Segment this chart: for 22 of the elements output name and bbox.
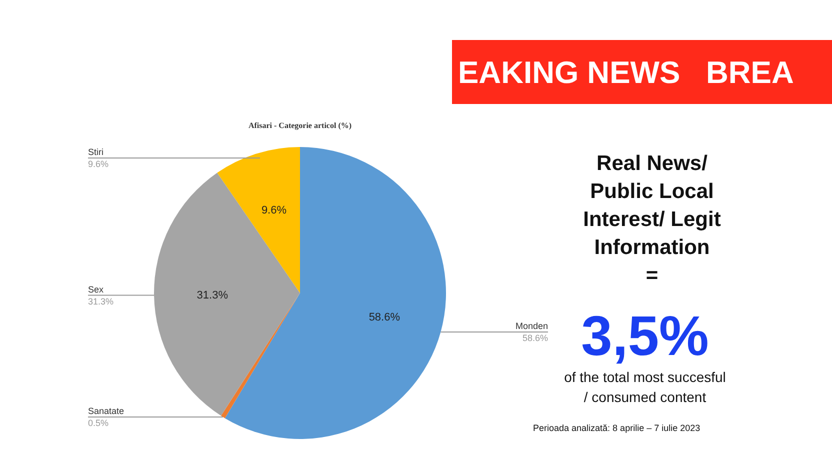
text: 31.3% (196, 289, 228, 302)
text: Real News/ (596, 152, 708, 175)
text: 58.6% (368, 311, 400, 324)
text: = (646, 264, 658, 287)
text: 3,5% (581, 304, 709, 367)
data-label: 31.3% (88, 296, 114, 306)
text: Interest/ Legit (583, 208, 721, 231)
slice-label: Stiri (88, 147, 104, 157)
text: 9.6% (261, 204, 287, 216)
slice-label: Monden (515, 320, 548, 331)
text: / consumed content (584, 389, 706, 405)
text: Public Local (590, 180, 714, 203)
slice-label: Sanatate (88, 406, 124, 416)
text: of the total most succesful (564, 369, 726, 385)
text: Perioada analizată: 8 aprilie – 7 iulie 2023 (533, 423, 700, 433)
slice-label: Sex (88, 284, 104, 294)
data-label: 58.6% (522, 332, 548, 343)
data-label: 9.6% (88, 159, 109, 169)
chart-title: Afisari - Categorie articol (%) (248, 121, 352, 130)
data-label: 0.5% (88, 418, 109, 428)
text: Information (594, 236, 710, 259)
text: EAKING NEWS BREA (458, 55, 794, 90)
